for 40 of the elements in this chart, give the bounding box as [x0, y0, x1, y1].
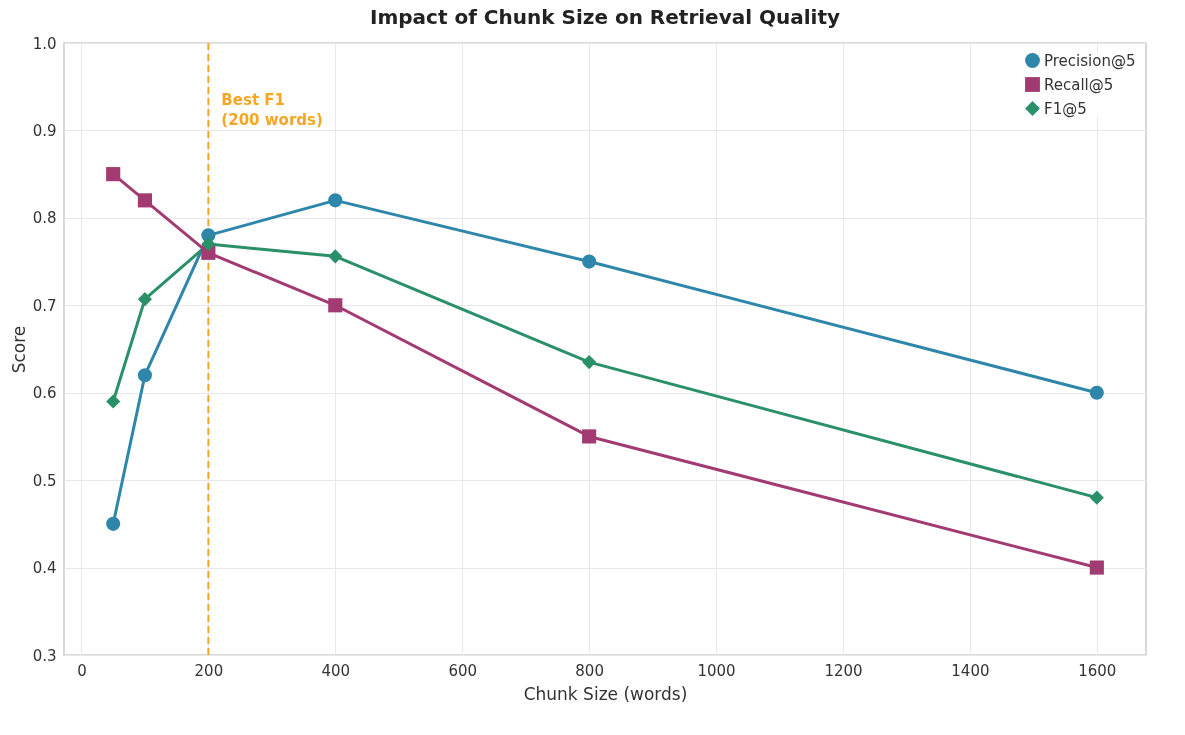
- x-tick-label: 1400: [951, 661, 990, 680]
- point: [106, 394, 121, 409]
- y-axis-title: Score: [8, 325, 29, 374]
- x-tick-label: 200: [194, 661, 224, 680]
- y-tick-label: 0.3: [32, 646, 57, 665]
- point: [201, 237, 216, 252]
- y-tick-label: 0.9: [32, 121, 57, 140]
- x-tick-label: 1200: [824, 661, 863, 680]
- point: [137, 292, 152, 307]
- x-tick-label: 600: [448, 661, 478, 680]
- point: [1089, 490, 1104, 505]
- x-axis-title: Chunk Size (words): [523, 683, 688, 704]
- point: [1089, 560, 1104, 575]
- point: [137, 368, 152, 383]
- legend-label: Precision@5: [1044, 51, 1136, 70]
- point: [328, 249, 343, 264]
- y-tick-label: 1.0: [32, 34, 57, 53]
- point: [328, 298, 343, 313]
- y-tick-label: 0.8: [32, 209, 57, 228]
- chart-title: Impact of Chunk Size on Retrieval Quality: [369, 5, 841, 29]
- y-tick-label: 0.4: [32, 559, 57, 578]
- ref-line-label: Best F1 (200 words): [221, 91, 323, 129]
- x-tick-label: 400: [321, 661, 351, 680]
- point: [106, 167, 121, 182]
- point: [328, 193, 343, 208]
- x-tick-label: 1000: [697, 661, 736, 680]
- x-tick-label: 0: [77, 661, 87, 680]
- point: [582, 429, 597, 444]
- point: [137, 193, 152, 208]
- y-tick-label: 0.6: [32, 384, 57, 403]
- x-tick-label: 800: [575, 661, 604, 680]
- y-tick-label: 0.7: [32, 296, 57, 315]
- x-tick-label: 1600: [1078, 661, 1117, 680]
- point: [582, 254, 597, 269]
- point: [106, 516, 121, 531]
- legend-label: F1@5: [1044, 99, 1087, 118]
- point: [582, 355, 597, 370]
- y-tick-label: 0.5: [32, 471, 57, 490]
- point: [1089, 385, 1104, 400]
- legend-label: Recall@5: [1044, 75, 1114, 94]
